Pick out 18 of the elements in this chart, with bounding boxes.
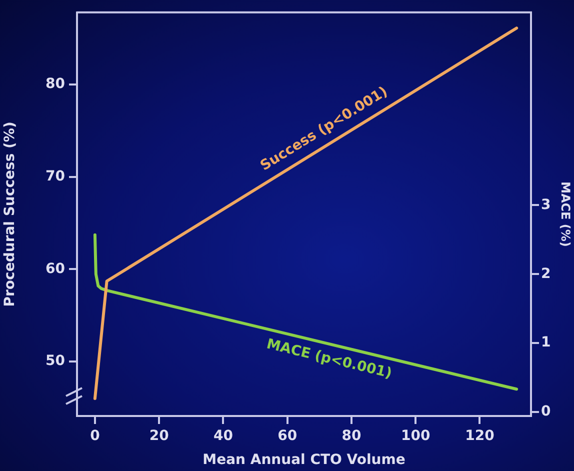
y-tick-label: 80 <box>46 76 66 92</box>
y2-tick-label: 2 <box>541 266 551 282</box>
y-tick-label: 50 <box>46 353 66 370</box>
x-tick-label: 80 <box>342 428 362 444</box>
y2-tick-label: 0 <box>541 404 551 420</box>
x-tick-label: 60 <box>278 428 298 444</box>
y-tick-label: 70 <box>46 168 66 184</box>
y2-tick-label: 1 <box>541 334 551 351</box>
x-tick-label: 120 <box>465 428 495 444</box>
x-tick-label: 40 <box>213 428 234 444</box>
y2-axis-title: MACE (%) <box>558 181 573 247</box>
x-tick-label: 100 <box>400 428 430 444</box>
y-tick-label: 60 <box>46 260 66 277</box>
x-tick-label: 20 <box>149 428 170 444</box>
x-axis-title: Mean Annual CTO Volume <box>202 452 406 468</box>
x-tick-label: 0 <box>90 428 100 444</box>
y2-tick-label: 3 <box>541 196 551 213</box>
y-axis-title: Procedural Success (%) <box>2 122 18 307</box>
